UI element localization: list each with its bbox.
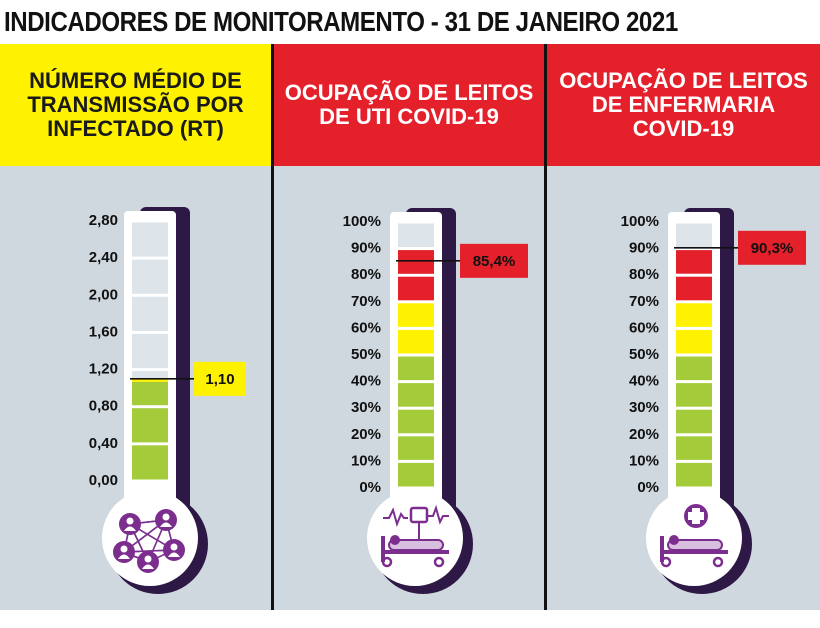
value-callout: [194, 361, 246, 396]
gauge-segment: [676, 436, 712, 460]
tick-label: 30%: [629, 399, 659, 416]
patient-head: [669, 535, 679, 545]
tick-label: 70%: [351, 293, 381, 310]
gauge-segment: [676, 329, 712, 354]
gauge-segment: [132, 296, 168, 331]
tick-label: 60%: [351, 319, 381, 336]
tick-label: 90%: [629, 240, 659, 257]
person-head: [120, 545, 128, 553]
gauge-segment: [398, 436, 434, 460]
person-head: [144, 555, 152, 563]
tick-label: 0,40: [89, 435, 118, 452]
tick-label: 40%: [351, 373, 381, 390]
gauge-segment: [398, 356, 434, 381]
tick-label: 0,00: [89, 472, 118, 489]
gauge-segment-fill: [132, 408, 168, 443]
person-head: [126, 517, 134, 525]
gauge-segment: [398, 462, 434, 487]
gauge-segment: [398, 383, 434, 407]
person-body: [168, 552, 180, 557]
tick-label: 10%: [351, 452, 381, 469]
cross-horizontal: [688, 512, 704, 520]
bed-wheel: [433, 556, 445, 568]
panel-header-rt: NÚMERO MÉDIO DE TRANSMISSÃO POR INFECTAD…: [0, 44, 271, 166]
gauge-segment: [676, 223, 712, 248]
people-network-icon: [113, 509, 185, 573]
tick-label: 80%: [351, 266, 381, 283]
gauge-segment: [398, 329, 434, 354]
gauge-segment: [132, 259, 168, 294]
bed-wheel: [660, 556, 672, 568]
icu-bed-icon: [381, 504, 449, 568]
tick-label: 30%: [351, 399, 381, 416]
panel-header-icu: OCUPAÇÃO DE LEITOS DE UTI COVID-19: [274, 44, 544, 166]
tick-label: 1,60: [89, 323, 118, 340]
person-body: [142, 564, 154, 569]
tick-label: 2,80: [89, 212, 118, 229]
tick-label: 90%: [351, 240, 381, 257]
tick-label: 60%: [629, 319, 659, 336]
tick-label: 70%: [629, 293, 659, 310]
gauge-segment: [676, 462, 712, 487]
gauge-level-line: [132, 378, 168, 382]
page-title: INDICADORES DE MONITORAMENTO - 31 DE JAN…: [4, 6, 678, 37]
gauge-segment: [132, 333, 168, 369]
bed-wheel: [381, 556, 393, 568]
tick-label: 50%: [351, 346, 381, 363]
person-head: [162, 513, 170, 521]
value-label: 1,10: [205, 371, 234, 388]
tick-label: 10%: [629, 452, 659, 469]
tick-label: 20%: [351, 426, 381, 443]
tick-label: 2,40: [89, 249, 118, 266]
gauge-segment-fill: [132, 445, 168, 480]
tick-label: 100%: [621, 213, 659, 230]
value-callout: [738, 230, 806, 265]
ward-bed-icon: [660, 504, 728, 568]
tick-label: 0%: [637, 479, 659, 496]
tick-label: 100%: [343, 213, 381, 230]
gauge-segment: [676, 356, 712, 381]
ecg-line: [383, 507, 408, 528]
person-body: [160, 522, 172, 527]
gauge-segment-fill: [398, 260, 434, 274]
divider: [271, 44, 274, 610]
tick-label: 0,80: [89, 398, 118, 415]
ecg-line: [427, 504, 449, 525]
value-label: 85,4%: [473, 253, 516, 270]
person-head: [170, 543, 178, 551]
tick-label: 0%: [359, 479, 381, 496]
gauge-segment: [676, 409, 712, 434]
tick-label: 80%: [629, 266, 659, 283]
person-body: [124, 526, 136, 531]
gauge-segment: [398, 303, 434, 327]
bed-frame: [660, 550, 728, 554]
tick-label: 20%: [629, 426, 659, 443]
patient-head: [390, 535, 400, 545]
value-callout: [460, 243, 528, 278]
gauge-segment: [676, 276, 712, 301]
gauge-segment: [398, 276, 434, 301]
gauge-segment: [676, 250, 712, 274]
bed-wheel: [712, 556, 724, 568]
gauge-segment: [398, 409, 434, 434]
tick-label: 2,00: [89, 286, 118, 303]
gauge-segment: [676, 303, 712, 327]
panel-header-ward: OCUPAÇÃO DE LEITOS DE ENFERMARIA COVID-1…: [547, 44, 820, 166]
bed-headboard: [381, 536, 385, 562]
gauge-segment: [398, 223, 434, 248]
tick-label: 1,20: [89, 361, 118, 378]
tick-label: 50%: [629, 346, 659, 363]
bed-frame: [381, 550, 449, 554]
gauge-segment: [676, 383, 712, 407]
gauge-segment: [132, 222, 168, 257]
tick-label: 40%: [629, 373, 659, 390]
person-body: [118, 554, 130, 559]
gauge-segment-fill: [132, 381, 168, 406]
divider: [544, 44, 547, 610]
bed-headboard: [660, 536, 664, 562]
value-label: 90,3%: [751, 240, 794, 257]
